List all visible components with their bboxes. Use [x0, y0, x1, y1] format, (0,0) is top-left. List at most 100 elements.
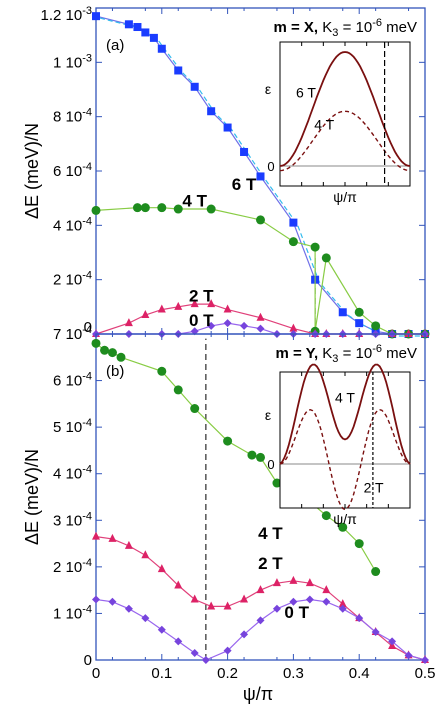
- inset-curve: [279, 363, 411, 465]
- inset-zero-label: 0: [267, 159, 274, 174]
- inset-y-label: ε: [265, 407, 271, 423]
- data-point: [207, 601, 216, 610]
- data-point: [124, 604, 133, 613]
- x-tick-label: 0.5: [415, 665, 436, 682]
- series-label: 0 T: [189, 311, 214, 330]
- series-line-4T: [95, 207, 425, 335]
- series-label: 4 T: [182, 191, 207, 210]
- data-point: [207, 321, 216, 330]
- y-tick-label: 2 10-4: [53, 557, 92, 576]
- y-axis-label: ΔE (meV)/N: [22, 449, 42, 545]
- data-point: [108, 533, 117, 542]
- data-point: [404, 329, 413, 337]
- data-point: [108, 597, 117, 606]
- data-point: [190, 649, 199, 658]
- data-point: [124, 20, 133, 29]
- inset-x-label: ψ/π: [333, 511, 357, 527]
- y-tick-label: 4 10-4: [53, 215, 92, 234]
- y-tick-label: 6 10-4: [53, 161, 92, 180]
- data-point: [207, 299, 216, 308]
- y-tick-label: 3 10-4: [53, 510, 92, 529]
- inset-x-label: ψ/π: [333, 189, 357, 205]
- data-point: [338, 308, 347, 317]
- data-point: [354, 539, 364, 549]
- data-point: [157, 44, 166, 53]
- data-point: [190, 327, 199, 336]
- data-point: [174, 66, 183, 75]
- y-tick-label: 7 10-4: [53, 324, 92, 343]
- data-point: [190, 594, 199, 603]
- data-point: [174, 301, 183, 310]
- data-point: [272, 578, 281, 587]
- data-point: [355, 614, 364, 623]
- data-point: [223, 436, 233, 446]
- data-point: [132, 203, 142, 213]
- data-point: [288, 237, 298, 247]
- series-label: 2 T: [258, 554, 283, 573]
- data-point: [174, 580, 183, 589]
- y-tick-label: 1.2 10-3: [41, 5, 93, 24]
- data-point: [92, 531, 100, 540]
- data-point: [421, 656, 429, 664]
- inset-y-label: ε: [265, 81, 271, 97]
- data-point: [256, 585, 265, 594]
- data-point: [141, 309, 150, 318]
- data-point: [223, 304, 232, 313]
- panel-label: (b): [106, 363, 124, 380]
- data-point: [338, 522, 348, 532]
- data-point: [305, 578, 314, 587]
- data-point: [371, 321, 381, 331]
- x-axis-label: ψ/π: [243, 684, 273, 704]
- inset-curve-label: 6 T: [296, 85, 316, 101]
- data-point: [289, 323, 298, 332]
- data-point: [223, 601, 232, 610]
- data-point: [240, 630, 249, 639]
- data-point: [107, 348, 117, 358]
- y-tick-label: 1 10-4: [53, 603, 92, 622]
- data-point: [190, 299, 199, 308]
- y-tick-label: 6 10-4: [53, 371, 92, 390]
- data-point: [321, 511, 331, 521]
- data-point: [223, 123, 232, 132]
- panel-title: m = Y, K3 = 10-6 meV: [275, 343, 417, 365]
- data-point: [272, 604, 281, 613]
- inset-curve: [279, 51, 411, 167]
- data-point: [173, 385, 183, 395]
- data-point: [124, 540, 133, 549]
- data-point: [141, 614, 150, 623]
- data-point: [240, 147, 249, 156]
- data-point: [354, 307, 364, 317]
- data-point: [124, 318, 133, 327]
- data-point: [92, 12, 100, 21]
- inset-curve-label: 2 T: [364, 480, 384, 496]
- data-point: [174, 637, 183, 646]
- data-point: [157, 625, 166, 634]
- y-tick-label: 8 10-4: [53, 107, 92, 126]
- data-point: [247, 450, 257, 460]
- data-point: [272, 478, 282, 488]
- data-point: [100, 345, 110, 355]
- x-tick-label: 0: [92, 665, 100, 682]
- data-point: [92, 595, 100, 604]
- data-point: [289, 218, 298, 227]
- data-point: [256, 215, 265, 225]
- data-point: [141, 550, 150, 559]
- inset: 6 T 4 T ε 0 ψ/π: [265, 41, 411, 205]
- series-label: 4 T: [258, 524, 283, 543]
- data-point: [322, 585, 331, 594]
- data-point: [371, 628, 380, 637]
- series-label: 2 T: [189, 286, 214, 305]
- data-point: [206, 204, 216, 214]
- data-point: [157, 203, 167, 213]
- inset-frame: [279, 41, 411, 187]
- x-tick-label: 0.2: [217, 665, 238, 682]
- data-point: [140, 203, 150, 213]
- data-point: [116, 352, 126, 362]
- data-point: [289, 575, 298, 584]
- inset-curve-label: 4 T: [335, 390, 355, 406]
- data-point: [223, 319, 232, 328]
- x-tick-label: 0.3: [283, 665, 304, 682]
- data-point: [371, 567, 381, 577]
- y-tick-label: 4 10-4: [53, 464, 92, 483]
- panel-label: (a): [106, 37, 124, 54]
